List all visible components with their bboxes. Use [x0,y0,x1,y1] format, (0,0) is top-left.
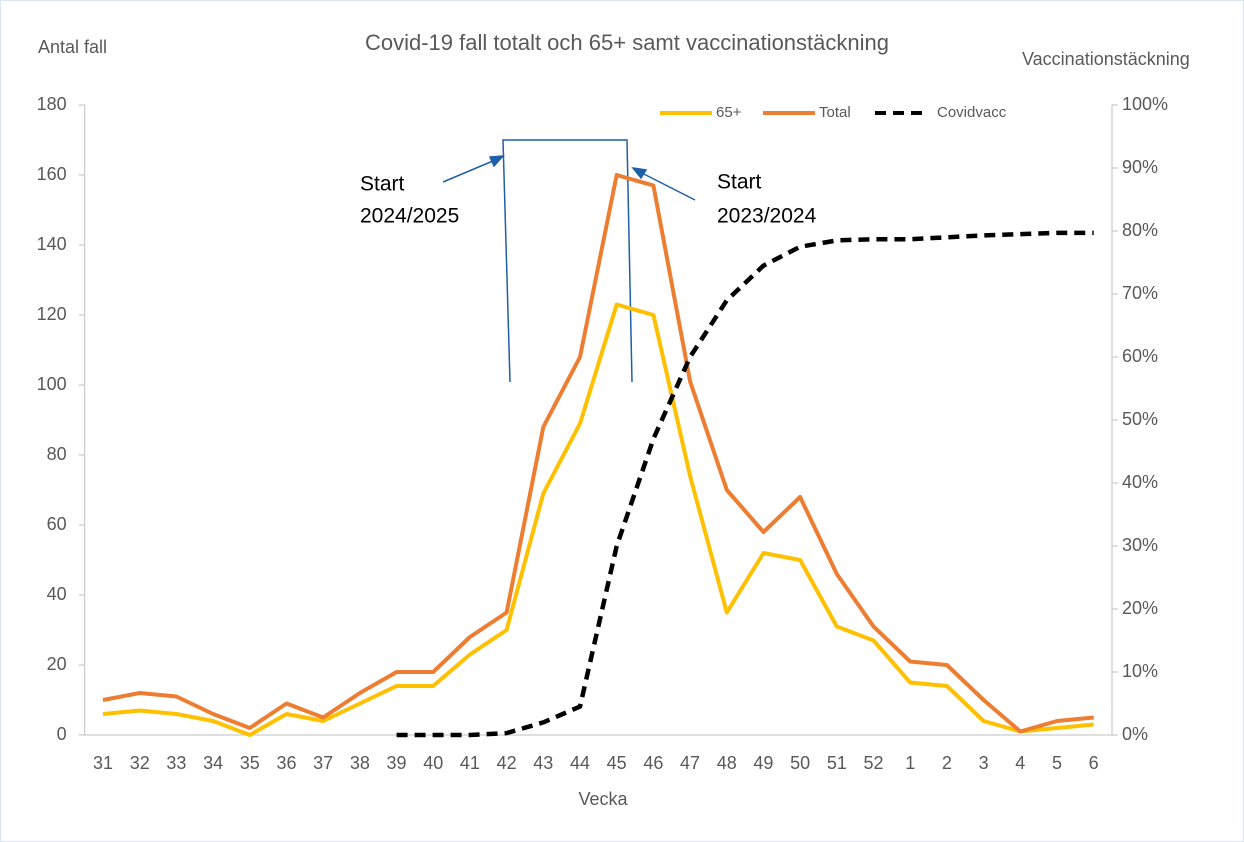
x-tick-label: 46 [643,753,663,773]
y-axis-label: Antal fall [38,37,107,57]
y-tick-label: 0 [57,724,67,744]
x-tick-label: 51 [827,753,847,773]
x-tick-label: 35 [240,753,260,773]
x-tick-label: 44 [570,753,590,773]
annotation: 2023/2024 [717,205,817,228]
x-tick-label: 31 [93,753,113,773]
series-line [396,230,1094,738]
x-tick-label: 45 [607,753,627,773]
y2-tick-label: 60% [1122,346,1158,366]
x-tick-label: 33 [166,753,186,773]
y2-tick-label: 20% [1122,598,1158,618]
y2-tick-label: 100% [1122,94,1168,114]
y2-tick-label: 40% [1122,472,1158,492]
legend-label: Total [819,104,851,121]
y-tick-label: 60 [47,514,67,534]
x-tick-label: 47 [680,753,700,773]
annotation: Start [717,171,762,194]
y2-tick-label: 50% [1122,409,1158,429]
legend-label: 65+ [716,104,742,121]
y-tick-label: 80 [47,444,67,464]
y-tick-label: 120 [37,304,67,324]
y2-tick-label: 90% [1122,157,1158,177]
y2-tick-label: 0% [1122,724,1148,744]
x-tick-label: 50 [790,753,810,773]
x-tick-label: 32 [130,753,150,773]
series-line [102,173,1094,734]
x-tick-label: 3 [979,753,989,773]
y2-tick-label: 80% [1122,220,1158,240]
y-tick-label: 160 [37,164,67,184]
legend-label: Covidvacc [937,104,1007,121]
x-tick-label: 37 [313,753,333,773]
y2-axis-label: Vaccinationstäckning [1022,49,1190,69]
y2-tick-label: 70% [1122,283,1158,303]
x-tick-label: 34 [203,753,223,773]
x-tick-label: 43 [533,753,553,773]
annotation: Start [360,173,405,196]
y-tick-label: 100 [37,374,67,394]
x-tick-label: 52 [864,753,884,773]
x-tick-label: 1 [905,753,915,773]
bracket [442,139,696,383]
x-tick-label: 2 [942,753,952,773]
y-tick-label: 140 [37,234,67,254]
y-tick-label: 180 [37,94,67,114]
y2-tick-label: 10% [1122,661,1158,681]
y-tick-label: 40 [47,584,67,604]
x-tick-label: 39 [387,753,407,773]
annotation: 2024/2025 [360,205,459,228]
y2-tick-label: 30% [1122,535,1158,555]
x-tick-label: 38 [350,753,370,773]
x-tick-label: 6 [1089,753,1099,773]
y-tick-label: 20 [47,654,67,674]
x-axis-label: Vecka [578,789,628,809]
x-tick-label: 36 [276,753,296,773]
x-tick-label: 42 [497,753,517,773]
x-tick-label: 41 [460,753,480,773]
x-tick-label: 49 [753,753,773,773]
x-tick-label: 40 [423,753,443,773]
x-tick-label: 5 [1052,753,1062,773]
chart-title: Covid-19 fall totalt och 65+ samt vaccin… [365,30,889,55]
series-line [102,302,1094,737]
x-tick-label: 4 [1015,753,1025,773]
x-tick-label: 48 [717,753,737,773]
